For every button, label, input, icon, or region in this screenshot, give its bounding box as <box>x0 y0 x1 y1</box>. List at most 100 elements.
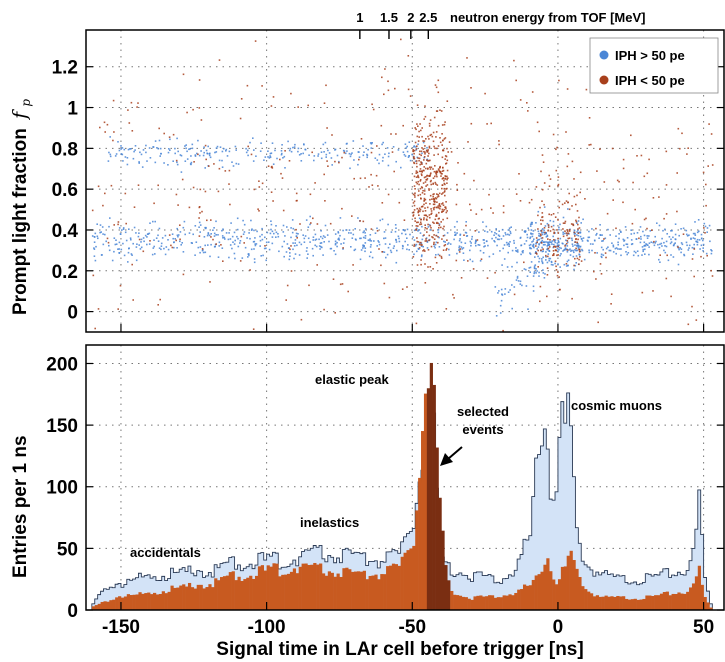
scatter-point <box>493 240 495 242</box>
scatter-point <box>558 200 561 203</box>
scatter-point <box>118 248 120 250</box>
scatter-point <box>445 249 447 251</box>
scatter-point <box>357 163 359 166</box>
scatter-point <box>471 235 473 238</box>
scatter-point <box>486 277 489 279</box>
scatter-point <box>625 251 627 253</box>
scatter-point <box>402 124 404 127</box>
scatter-point <box>163 132 165 135</box>
scatter-point <box>447 177 449 179</box>
scatter-point <box>507 233 509 236</box>
scatter-point <box>566 240 569 242</box>
scatter-point <box>491 237 493 240</box>
scatter-point <box>438 227 440 229</box>
scatter-point <box>157 304 159 306</box>
scatter-point <box>224 238 226 240</box>
scatter-point <box>576 210 579 212</box>
scatter-point <box>320 157 323 160</box>
scatter-point <box>420 186 423 188</box>
histogram-bar <box>126 594 130 610</box>
scatter-point <box>123 254 126 257</box>
scatter-point <box>132 157 135 160</box>
scatter-point <box>433 208 435 211</box>
histogram-bar <box>103 601 107 610</box>
scatter-point <box>131 254 133 256</box>
scatter-point <box>622 201 624 204</box>
scatter-point <box>590 143 592 146</box>
scatter-point <box>556 274 559 277</box>
scatter-point <box>293 257 295 260</box>
scatter-point <box>470 242 472 244</box>
scatter-point <box>107 241 110 244</box>
scatter-point <box>602 248 604 251</box>
scatter-point <box>545 232 547 234</box>
scatter-point <box>644 253 646 255</box>
scatter-point <box>504 232 507 234</box>
scatter-point <box>419 163 421 166</box>
scatter-point <box>362 247 364 249</box>
scatter-point <box>298 241 301 244</box>
histogram-bar <box>613 596 617 610</box>
scatter-point <box>443 240 445 243</box>
scatter-point <box>412 215 414 217</box>
scatter-point <box>420 173 423 175</box>
scatter-point <box>126 157 129 159</box>
scatter-point <box>640 235 642 238</box>
scatter-point <box>250 153 253 156</box>
histogram-bar <box>630 599 634 610</box>
scatter-point <box>579 256 581 258</box>
scatter-point <box>434 197 437 199</box>
scatter-point <box>188 148 190 151</box>
scatter-point <box>429 173 432 176</box>
scatter-point <box>439 166 441 169</box>
scatter-point <box>442 235 445 237</box>
histogram-bar <box>237 576 241 610</box>
scatter-point <box>406 286 408 288</box>
top-panel: 00.20.40.60.811.2 1 1.5 2 2.5 neutron energ… <box>9 10 725 336</box>
scatter-point <box>102 243 105 246</box>
scatter-point <box>577 242 579 245</box>
scatter-point <box>381 202 384 204</box>
scatter-point <box>192 334 194 336</box>
scatter-point <box>414 141 417 144</box>
scatter-point <box>681 243 684 246</box>
scatter-point <box>281 245 284 248</box>
scatter-point <box>219 146 222 148</box>
scatter-point <box>387 164 390 167</box>
scatter-point <box>188 232 191 234</box>
scatter-point <box>423 203 425 206</box>
scatter-point <box>693 248 696 250</box>
scatter-point <box>112 139 114 142</box>
scatter-point <box>339 234 341 237</box>
scatter-point <box>260 255 262 257</box>
scatter-point <box>421 163 423 165</box>
scatter-point <box>538 257 541 260</box>
scatter-point <box>413 239 416 241</box>
scatter-point <box>680 242 683 244</box>
scatter-point <box>640 154 643 157</box>
scatter-point <box>418 247 421 249</box>
scatter-point <box>364 237 367 239</box>
scatter-point <box>413 245 415 247</box>
scatter-point <box>359 237 361 240</box>
scatter-point <box>421 135 423 138</box>
scatter-point <box>579 231 582 234</box>
scatter-point <box>426 241 429 243</box>
scatter-point <box>603 238 605 240</box>
scatter-point <box>700 233 703 236</box>
scatter-point <box>387 193 390 196</box>
scatter-point <box>221 166 224 168</box>
scatter-point <box>329 222 332 225</box>
scatter-point <box>128 122 131 124</box>
scatter-point <box>618 248 621 250</box>
scatter-point <box>513 293 516 296</box>
scatter-point <box>134 149 136 151</box>
scatter-point <box>138 162 140 164</box>
scatter-point <box>349 155 352 158</box>
scatter-point <box>123 148 126 151</box>
scatter-point <box>442 204 445 206</box>
scatter-point <box>259 235 261 238</box>
scatter-point <box>295 228 297 231</box>
scatter-point <box>646 172 649 175</box>
scatter-point <box>701 237 703 240</box>
